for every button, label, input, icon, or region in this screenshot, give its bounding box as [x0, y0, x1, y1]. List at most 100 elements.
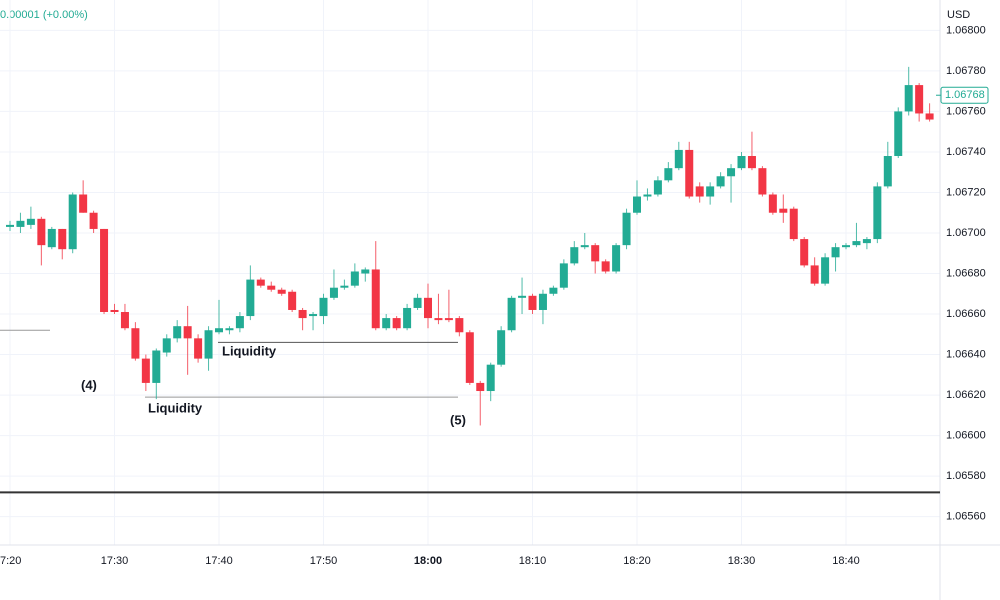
candle-body: [413, 297, 422, 308]
candle-body: [852, 241, 861, 246]
candle-body: [225, 328, 234, 331]
y-tick-label: 1.06700: [946, 227, 986, 239]
candle-body: [110, 309, 119, 313]
candle-body: [758, 168, 767, 195]
candle-body: [444, 318, 453, 321]
y-tick-label: 1.06580: [946, 470, 986, 482]
candle-body: [424, 297, 432, 319]
candle-body: [403, 307, 412, 329]
y-tick-label: 1.06680: [946, 267, 986, 279]
candle-body: [549, 287, 558, 294]
candle-body: [674, 149, 683, 169]
x-tick-label: 18:10: [519, 555, 547, 567]
candle-body: [58, 228, 67, 250]
candle-body: [382, 318, 391, 329]
candle-body: [26, 218, 35, 225]
y-tick-label: 1.06760: [946, 105, 986, 117]
candle-body: [68, 194, 77, 250]
candle-body: [643, 194, 652, 197]
candle-body: [131, 328, 140, 359]
candle-body: [298, 309, 307, 319]
candle-body: [173, 326, 182, 339]
candle-body: [580, 245, 589, 248]
y-tick-label: 1.06600: [946, 430, 986, 442]
level-label: Liquidity: [222, 343, 277, 358]
candle-body: [831, 247, 840, 258]
candle-body: [727, 168, 736, 177]
candle-body: [904, 85, 913, 112]
candle-body: [162, 338, 171, 353]
candle-body: [340, 285, 349, 288]
candle-body: [361, 269, 370, 274]
candle-body: [277, 289, 286, 294]
y-unit: USD: [947, 9, 970, 21]
candle-body: [288, 291, 297, 310]
candle-body: [559, 263, 568, 288]
candle-body: [633, 196, 641, 213]
candle-body: [194, 338, 203, 359]
candle-body: [894, 111, 903, 157]
candle-body: [664, 168, 673, 181]
y-tick-label: 1.06620: [946, 389, 986, 401]
candle-body: [915, 85, 924, 114]
candle-body: [706, 186, 715, 197]
level-label: Liquidity: [148, 400, 203, 415]
annotation: (5): [450, 412, 466, 427]
header-change: 0.00001 (+0.00%): [0, 9, 88, 21]
candle-body: [821, 257, 830, 284]
y-tick-label: 1.06800: [946, 24, 986, 36]
candle-body: [6, 224, 14, 227]
candle-body: [800, 239, 809, 266]
candle-body: [204, 330, 213, 359]
candle-body: [883, 156, 892, 187]
candle-body: [152, 350, 161, 383]
candle-body: [256, 279, 265, 286]
last-price-label: 1.06768: [945, 89, 985, 101]
candle-body: [716, 176, 725, 187]
candle-body: [465, 332, 474, 383]
candle-body: [392, 318, 401, 329]
y-tick-label: 1.06660: [946, 308, 986, 320]
candle-body: [183, 326, 192, 339]
candle-body: [329, 287, 338, 298]
candle-body: [528, 295, 537, 310]
x-tick-label: 18:20: [623, 555, 651, 567]
candle-body: [925, 113, 934, 120]
candle-body: [37, 218, 46, 246]
candle-body: [768, 194, 777, 213]
x-tick-label: 18:30: [728, 555, 756, 567]
candle-body: [622, 212, 631, 246]
candle-body: [842, 245, 850, 248]
candle-body: [434, 318, 443, 321]
y-tick-label: 1.06560: [946, 511, 986, 523]
candle-body: [235, 316, 244, 329]
candle-body: [591, 245, 600, 262]
candle-body: [371, 269, 380, 329]
candle-body: [215, 328, 223, 333]
candle-body: [486, 364, 495, 392]
candle-body: [497, 330, 506, 365]
y-tick-label: 1.06640: [946, 348, 986, 360]
candle-body: [737, 156, 746, 169]
x-tick-label: 17:30: [101, 555, 129, 567]
candle-body: [747, 156, 756, 169]
candle-body: [779, 208, 788, 213]
candle-body: [16, 220, 25, 227]
candle-body: [873, 186, 882, 240]
candle-body: [810, 265, 819, 284]
candle-body: [120, 312, 129, 329]
candle-body: [601, 261, 610, 272]
candle-body: [455, 318, 464, 333]
candle-body: [350, 271, 359, 286]
annotation: (4): [81, 377, 97, 392]
candle-body: [789, 208, 798, 240]
candle-body: [695, 186, 704, 197]
x-tick-label: 17:40: [205, 555, 233, 567]
x-tick-label: 18:40: [832, 555, 860, 567]
x-tick-label: 18:00: [414, 555, 442, 567]
candle-body: [476, 382, 485, 392]
candle-body: [612, 245, 621, 272]
candle-body: [100, 228, 109, 313]
candle-body: [89, 212, 98, 229]
